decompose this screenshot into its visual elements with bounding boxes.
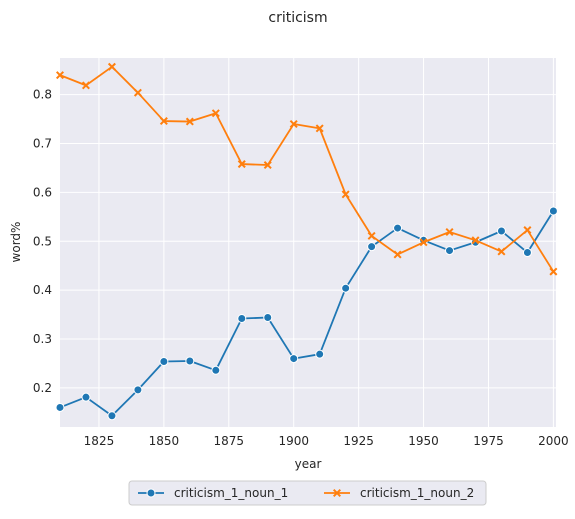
y-tick-label: 0.6 xyxy=(33,185,52,199)
data-point xyxy=(393,250,402,259)
data-point xyxy=(81,81,90,90)
data-point xyxy=(341,190,350,199)
data-point xyxy=(549,267,558,276)
data-point xyxy=(211,365,221,375)
legend-marker xyxy=(332,488,342,498)
x-tick-label: 2000 xyxy=(538,434,569,448)
y-tick-label: 0.2 xyxy=(33,381,52,395)
series-criticism_1_noun_1 xyxy=(55,206,558,421)
x-tick-label: 1850 xyxy=(149,434,180,448)
x-tick-labels: 1825 1850 1875 1900 1925 1950 1975 2000 xyxy=(84,434,569,448)
data-point xyxy=(237,313,247,323)
data-point xyxy=(393,223,403,233)
legend-label: criticism_1_noun_1 xyxy=(174,486,288,500)
legend-marker xyxy=(146,488,156,498)
series-line xyxy=(59,65,555,273)
x-tick-label: 1900 xyxy=(278,434,309,448)
data-point xyxy=(522,248,532,258)
data-point xyxy=(185,117,194,126)
y-tick-label: 0.4 xyxy=(33,283,52,297)
legend-item: criticism_1_noun_1 xyxy=(138,486,288,500)
data-point xyxy=(185,356,195,366)
data-point xyxy=(419,238,428,247)
legend-item: criticism_1_noun_2 xyxy=(324,486,474,500)
data-point xyxy=(445,246,455,256)
data-point xyxy=(523,226,532,235)
data-point xyxy=(159,117,168,126)
data-point xyxy=(367,242,377,252)
y-tick-labels: 0.2 0.3 0.4 0.5 0.6 0.7 0.8 xyxy=(33,88,52,395)
data-point xyxy=(107,62,116,71)
y-tick-label: 0.3 xyxy=(33,332,52,346)
data-point xyxy=(263,161,272,170)
data-point xyxy=(55,402,65,412)
legend-frame xyxy=(128,480,487,506)
data-point xyxy=(367,231,376,240)
data-point xyxy=(81,392,91,402)
y-tick-label: 0.5 xyxy=(33,234,52,248)
y-tick-label: 0.8 xyxy=(33,88,52,102)
x-tick-label: 1875 xyxy=(214,434,245,448)
series-criticism_1_noun_2 xyxy=(55,62,558,276)
data-point xyxy=(211,109,220,118)
legend: criticism_1_noun_1 criticism_1_noun_2 xyxy=(128,480,487,506)
x-axis-label: year xyxy=(295,457,322,471)
data-point xyxy=(263,313,273,323)
series-layer xyxy=(55,62,558,421)
y-tick-label: 0.7 xyxy=(33,137,52,151)
data-point xyxy=(289,119,298,128)
data-point xyxy=(315,349,325,359)
data-point xyxy=(237,160,246,169)
data-point xyxy=(496,226,506,236)
data-point xyxy=(55,71,65,80)
x-tick-label: 1825 xyxy=(84,434,115,448)
data-point xyxy=(289,354,299,364)
data-point xyxy=(548,206,558,216)
x-tick-label: 1925 xyxy=(343,434,374,448)
data-point xyxy=(107,411,117,421)
data-point xyxy=(445,227,454,236)
data-point xyxy=(315,124,324,133)
chart-title: criticism xyxy=(268,10,327,26)
y-axis-label: word% xyxy=(9,222,23,263)
data-point xyxy=(341,283,351,293)
legend-label: criticism_1_noun_2 xyxy=(360,486,474,500)
x-tick-label: 1975 xyxy=(473,434,504,448)
data-point xyxy=(133,385,143,395)
series-line xyxy=(59,210,555,417)
grid-lines xyxy=(60,58,556,427)
x-tick-label: 1950 xyxy=(408,434,439,448)
data-point xyxy=(133,88,142,97)
data-point xyxy=(471,236,480,245)
data-point xyxy=(497,247,506,256)
data-point xyxy=(159,357,169,367)
